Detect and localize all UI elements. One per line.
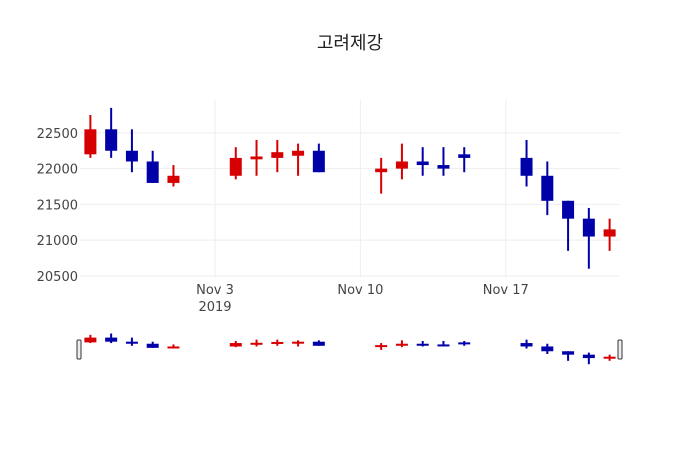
candle-body	[229, 343, 242, 347]
candle-body	[562, 200, 575, 219]
candle-body	[84, 129, 97, 155]
slider-candle	[292, 340, 305, 347]
candle	[582, 207, 595, 269]
candle-body	[541, 346, 554, 352]
candle-body	[125, 341, 138, 344]
range-slider-right-handle[interactable]	[617, 339, 623, 360]
range-slider-left-handle[interactable]	[76, 339, 82, 360]
candle	[395, 143, 408, 180]
candle	[603, 218, 616, 251]
x-axis: Nov 3 2019 Nov 10 Nov 17	[196, 283, 529, 315]
candle-body	[416, 343, 429, 346]
candle	[105, 107, 118, 158]
candle-body	[458, 154, 471, 158]
candle-body	[167, 346, 180, 349]
candle	[125, 129, 138, 173]
slider-candle	[541, 343, 554, 354]
x-tick-sublabel: 2019	[198, 300, 231, 315]
slider-candle	[271, 339, 284, 346]
slider-candle	[582, 352, 595, 365]
candle-body	[395, 343, 408, 346]
candle-body	[125, 150, 138, 162]
candle-body	[437, 165, 450, 169]
candle-body	[250, 342, 263, 345]
candle	[416, 147, 429, 176]
candle-body	[271, 341, 284, 344]
slider-candle	[375, 343, 388, 350]
range-slider[interactable]	[76, 333, 623, 365]
chart-title: 고려제강	[317, 33, 383, 54]
candle-body	[520, 343, 533, 347]
slider-candle	[312, 340, 325, 346]
candle	[541, 161, 554, 216]
candle	[167, 165, 180, 187]
y-tick-label: 22000	[37, 163, 78, 178]
candle-body	[292, 150, 305, 156]
slider-candle	[603, 354, 616, 361]
slider-candle	[458, 341, 471, 346]
candle	[375, 157, 388, 194]
candle	[250, 140, 263, 176]
candle-body	[541, 175, 554, 201]
slider-candle	[146, 341, 159, 348]
candle	[292, 143, 305, 176]
candle-body	[375, 168, 388, 173]
candle	[84, 115, 97, 158]
candle-body	[582, 354, 595, 359]
slider-candle	[437, 341, 450, 347]
candle-body	[437, 344, 450, 347]
candle	[271, 140, 284, 173]
slider-candle	[395, 340, 408, 348]
candle	[146, 150, 159, 183]
slider-candle	[105, 333, 118, 344]
grid	[80, 100, 620, 278]
candle-body	[146, 161, 159, 183]
candle-body	[603, 356, 616, 359]
candle-body	[292, 341, 305, 344]
slider-candle	[167, 344, 180, 349]
candle	[562, 200, 575, 251]
y-axis: 20500 21000 21500 22000 22500	[37, 127, 78, 285]
candle	[437, 147, 450, 176]
slider-candle	[250, 339, 263, 347]
slider-candle	[84, 334, 97, 344]
candle	[458, 147, 471, 173]
candle-body	[146, 343, 159, 348]
candle-body	[250, 156, 263, 160]
candle-body	[105, 129, 118, 151]
slider-candle	[125, 337, 138, 346]
candle-body	[603, 229, 616, 237]
candle-body	[416, 161, 429, 166]
slider-candle	[416, 341, 429, 347]
candle-body	[105, 337, 118, 342]
plot-area[interactable]	[84, 107, 616, 269]
x-tick-label: Nov 17	[483, 283, 529, 298]
candle-body	[229, 157, 242, 176]
slider-candle	[520, 339, 533, 349]
x-tick-label: Nov 3	[196, 283, 234, 298]
y-tick-label: 21500	[37, 198, 78, 213]
slider-candle	[562, 351, 575, 361]
candle-body	[312, 150, 325, 173]
candle-body	[375, 345, 388, 348]
candle	[520, 140, 533, 187]
candle-body	[167, 175, 180, 183]
candle-body	[312, 341, 325, 346]
x-tick-label: Nov 10	[337, 283, 383, 298]
candle-body	[395, 161, 408, 169]
candle-body	[520, 157, 533, 176]
candle-body	[84, 337, 97, 343]
candle	[312, 143, 325, 173]
candle-body	[271, 152, 284, 158]
y-tick-label: 21000	[37, 234, 78, 249]
candle-body	[582, 218, 595, 237]
slider-candle	[229, 341, 242, 348]
candle-body	[458, 342, 471, 345]
candle	[229, 147, 242, 180]
candle-body	[562, 351, 575, 355]
y-tick-label: 20500	[37, 270, 78, 285]
y-tick-label: 22500	[37, 127, 78, 142]
